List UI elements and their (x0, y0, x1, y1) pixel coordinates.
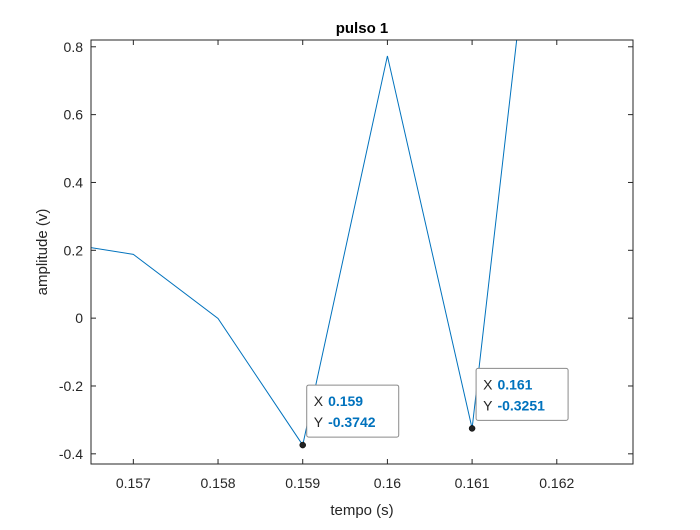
x-axis-label: tempo (s) (330, 502, 393, 519)
datatip-x-line: X 0.159 (314, 393, 364, 409)
y-tick-label: 0.8 (64, 39, 84, 55)
x-tick-label: 0.16 (374, 475, 401, 491)
datatip-x-value: 0.159 (328, 393, 363, 409)
y-axis-label: amplitude (v) (34, 209, 51, 296)
x-tick-label: 0.157 (116, 475, 151, 491)
datatip-marker (468, 425, 476, 432)
chart-title: pulso 1 (336, 20, 389, 37)
y-tick-label: 0.2 (64, 242, 84, 258)
datatip-y-label: Y (483, 397, 493, 413)
datatip-x-value: 0.161 (497, 376, 532, 392)
datatip-x-label: X (314, 393, 324, 409)
datatip-y-label: Y (314, 414, 324, 430)
axes-layer (90, 39, 634, 465)
datatip-x-label: X (483, 376, 493, 392)
datatip-box (306, 384, 400, 438)
datatip-y-line: Y -0.3251 (483, 397, 545, 413)
axes-box (90, 39, 634, 465)
y-tick-label: -0.2 (59, 378, 83, 394)
datatip-y-value: -0.3742 (328, 414, 376, 430)
ticks-layer: 0.157 0.158 0.159 0.16 0.161 0.162 -0.4 -0.2 0 0.… (59, 39, 633, 491)
y-tick-label: 0.4 (64, 174, 84, 190)
datatip-box (475, 367, 569, 421)
x-tick-label: 0.158 (201, 475, 236, 491)
y-tick-label: 0 (75, 310, 83, 326)
datatip-y-value: -0.3251 (497, 397, 545, 413)
markers-layer (299, 425, 476, 449)
y-tick-label: -0.4 (59, 446, 83, 462)
x-tick-label: 0.161 (455, 475, 490, 491)
datatip-x-line: X 0.161 (483, 376, 533, 392)
x-tick-label: 0.159 (285, 475, 320, 491)
y-tick-label: 0.6 (64, 107, 84, 123)
x-tick-label: 0.162 (539, 475, 574, 491)
datatip-marker (299, 441, 306, 449)
datatip-y-line: Y -0.3742 (314, 414, 376, 430)
